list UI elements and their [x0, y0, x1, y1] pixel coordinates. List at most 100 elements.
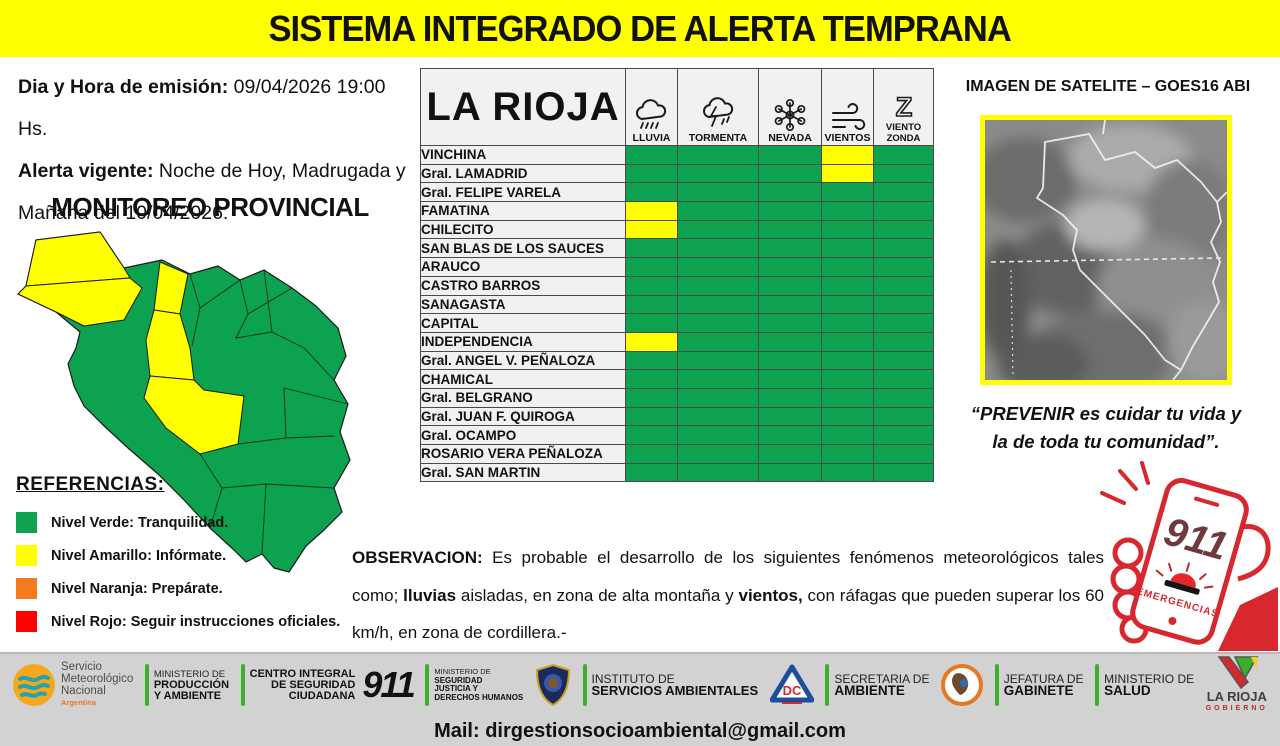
- alert-level-cell-green: [758, 444, 822, 464]
- department-name: Gral. OCAMPO: [420, 425, 626, 445]
- alert-level-cell-green: [625, 425, 678, 445]
- table-row: Gral. ANGEL V. PEÑALOZA: [420, 350, 934, 371]
- defensa-civil-icon: DC: [769, 664, 814, 704]
- alert-level-cell-green: [677, 238, 759, 259]
- alert-line-1: Alerta vigente: Noche de Hoy, Madrugada …: [18, 150, 420, 192]
- alert-level-cell-green: [873, 369, 934, 389]
- observation-segment: con ráfagas que pueden superar los 60 km…: [352, 585, 1104, 643]
- table-header-row: LA RIOJA LLUVIA: [420, 68, 934, 146]
- table-row: VINCHINA: [420, 145, 934, 165]
- alert-level-cell-green: [821, 444, 874, 464]
- alert-level-cell-green: [758, 201, 822, 221]
- svg-text:DC: DC: [782, 683, 801, 698]
- column-label: VIENTO ZONDA: [885, 122, 922, 144]
- legend-color-swatch: [16, 578, 37, 599]
- logo-salud: MINISTERIO DE SALUD: [1095, 664, 1194, 706]
- table-row: Gral. JUAN F. QUIROGA: [420, 406, 934, 427]
- column-viento-zonda: Z VIENTO ZONDA: [873, 68, 934, 146]
- alert-level-cell-green: [625, 350, 678, 371]
- alert-level-cell-green: [821, 406, 874, 427]
- alert-label: Alerta vigente:: [18, 160, 154, 182]
- logo-produccion: MINISTERIO DE PRODUCCIÓN Y AMBIENTE: [144, 664, 229, 706]
- alert-level-cell-green: [758, 145, 822, 165]
- legend-color-swatch: [16, 512, 37, 533]
- column-label: VIENTOS: [824, 132, 871, 144]
- logo-gabinete: JEFATURA DE GABINETE: [994, 664, 1084, 706]
- alert-value-1: Noche de Hoy, Madrugada y: [158, 160, 406, 182]
- alert-level-cell-green: [821, 331, 874, 352]
- department-name: ROSARIO VERA PEÑALOZA: [420, 444, 626, 464]
- alert-level-cell-green: [758, 369, 822, 389]
- green-bar: [825, 664, 830, 706]
- alert-level-cell-green: [677, 182, 759, 203]
- province-alert-map: [17, 231, 351, 573]
- department-name: ARAUCO: [420, 257, 626, 277]
- snowflake-icon: [774, 98, 806, 132]
- alert-level-cell-green: [625, 369, 678, 389]
- footer: Servicio Meteorológico Nacional Argentin…: [0, 652, 1280, 746]
- alert-level-cell-green: [821, 238, 874, 259]
- storm-cloud-icon: [703, 97, 734, 127]
- table-row: Gral. OCAMPO: [420, 425, 934, 445]
- legend-label: Nivel Rojo: Seguir instrucciones oficial…: [51, 613, 341, 630]
- table-row: Gral. FELIPE VARELA: [420, 182, 934, 203]
- references-legend: REFERENCIAS: Nivel Verde: Tranquilidad. N…: [16, 474, 361, 638]
- alert-level-cell-green: [821, 387, 874, 408]
- alert-line-2: Mañana del 10/04/2026.: [18, 192, 420, 234]
- alert-level-cell-green: [758, 238, 822, 259]
- logo-servicios-ambientales: INSTITUTO DE SERVICIOS AMBIENTALES: [582, 664, 758, 706]
- department-name: VINCHINA: [420, 145, 626, 165]
- green-bar: [994, 664, 999, 706]
- smn-line: Servicio: [61, 661, 102, 673]
- alert-value-2: Mañana del 10/04/2026.: [18, 202, 229, 224]
- table-row: FAMATINA: [420, 201, 934, 221]
- alert-level-cell-green: [625, 313, 678, 333]
- alert-level-cell-green: [677, 462, 759, 483]
- alert-level-cell-green: [821, 201, 874, 221]
- smn-line: Meteorológico: [61, 673, 134, 685]
- larioja-mark-icon: [1217, 656, 1259, 690]
- green-bar: [240, 664, 245, 706]
- green-bar: [582, 664, 587, 706]
- emergency-911-graphic: 911 EMERGENCIAS: [1100, 461, 1278, 651]
- legend-label: Nivel Verde: Tranquilidad.: [51, 514, 229, 531]
- alert-level-cell-green: [873, 201, 934, 221]
- mail-address: dirgestionsocioambiental@gmail.com: [485, 720, 846, 742]
- header-banner: SISTEMA INTEGRADO DE ALERTA TEMPRANA: [0, 0, 1280, 57]
- alert-level-cell-green: [821, 257, 874, 277]
- table-row: CASTRO BARROS: [420, 275, 934, 296]
- gabinete-seal-icon: [941, 664, 984, 706]
- alert-level-cell-green: [821, 462, 874, 483]
- department-name: Gral. FELIPE VARELA: [420, 182, 626, 203]
- map-dept-lamadrid: [25, 231, 131, 287]
- table-row: Gral. BELGRANO: [420, 387, 934, 408]
- alert-level-cell-green: [758, 406, 822, 427]
- alert-level-cell-green: [821, 313, 874, 333]
- alert-level-cell-green: [677, 145, 759, 165]
- alert-level-cell-green: [758, 294, 822, 315]
- alert-level-cell-green: [677, 275, 759, 296]
- alert-level-cell-green: [677, 369, 759, 389]
- observation-segment: vientos,: [738, 585, 803, 605]
- alert-level-cell-green: [873, 275, 934, 296]
- alert-level-cell-green: [758, 331, 822, 352]
- alert-level-cell-green: [625, 275, 678, 296]
- alert-level-cell-green: [758, 182, 822, 203]
- contact-mail: Mail: dirgestionsocioambiental@gmail.com: [0, 720, 1280, 743]
- green-bar: [425, 664, 430, 706]
- alert-level-cell-green: [677, 444, 759, 464]
- column-label: TORMENTA: [688, 132, 748, 144]
- alert-level-cell-green: [873, 182, 934, 203]
- mail-label: Mail:: [434, 720, 480, 742]
- smn-country: Argentina: [61, 698, 97, 707]
- alert-level-cell-green: [625, 406, 678, 427]
- alert-level-cell-green: [758, 350, 822, 371]
- alert-level-cell-green: [625, 163, 678, 184]
- table-row: CHAMICAL: [420, 369, 934, 389]
- column-tormenta: TORMENTA: [677, 68, 759, 146]
- table-row: Gral. LAMADRID: [420, 163, 934, 184]
- zonda-wind-icon: Z: [894, 92, 912, 122]
- alert-level-cell-green: [625, 294, 678, 315]
- alert-level-cell-green: [873, 313, 934, 333]
- wind-icon: [831, 103, 865, 130]
